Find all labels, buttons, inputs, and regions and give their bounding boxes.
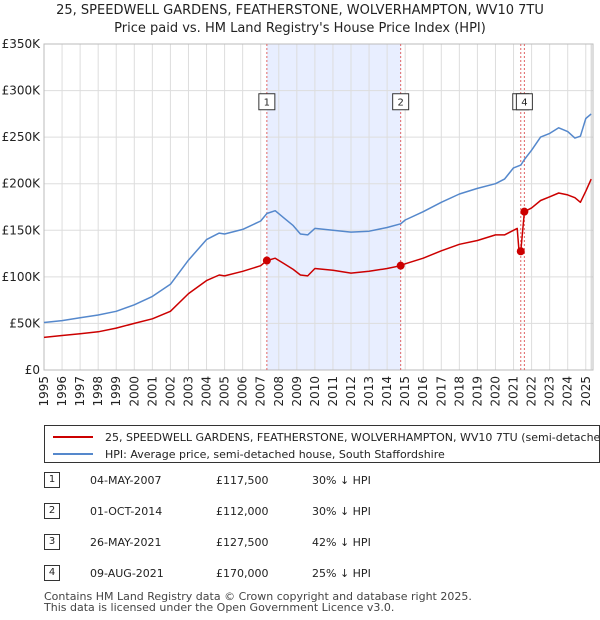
legend: 25, SPEEDWELL GARDENS, FEATHERSTONE, WOL… (44, 425, 600, 463)
legend-item-property: 25, SPEEDWELL GARDENS, FEATHERSTONE, WOL… (53, 429, 600, 445)
x-tick-label: 2024 (561, 376, 575, 407)
chart-subtitle: Price paid vs. HM Land Registry's House … (114, 21, 486, 36)
x-tick-label: 2021 (507, 376, 521, 407)
sale-label-box (515, 93, 533, 111)
x-tick-label: 2023 (543, 376, 557, 407)
x-tick-label: 2018 (452, 376, 466, 407)
sale-number-badge: 1 (44, 472, 60, 488)
x-tick-label: 2001 (145, 376, 159, 407)
sale-number-badge: 2 (44, 503, 60, 519)
x-tick-label: 2010 (308, 376, 322, 407)
shaded-period (266, 44, 401, 370)
x-tick-label: 1998 (91, 376, 105, 407)
footer-copyright: Contains HM Land Registry data © Crown c… (44, 590, 472, 603)
x-tick-label: 2002 (163, 376, 177, 407)
legend-item-hpi: HPI: Average price, semi-detached house,… (53, 446, 445, 462)
x-tick-label: 2017 (434, 376, 448, 407)
sale-row: 3 26-MAY-2021 £127,500 42% ↓ HPI (44, 534, 404, 552)
x-tick-label: 2007 (254, 376, 268, 407)
property-price-line (43, 178, 592, 339)
sale-point (262, 256, 271, 265)
legend-swatch-hpi (53, 453, 93, 455)
x-tick-label: 2020 (488, 376, 502, 407)
x-tick-label: 2008 (272, 376, 286, 407)
x-tick-label: 2011 (326, 376, 340, 407)
price-chart: £0 £50K £100K £150K £200K £250K £300K £350K 1995… (2, 37, 594, 407)
x-tick-label: 1995 (37, 376, 51, 407)
x-tick-label: 1997 (73, 376, 87, 407)
legend-swatch-property (53, 436, 93, 438)
x-tick-label: 2015 (398, 376, 412, 407)
x-tick-label: 2000 (127, 376, 141, 407)
y-tick-label: £350K (2, 37, 42, 51)
hpi-line (43, 113, 592, 324)
x-tick-label: 2025 (579, 376, 593, 407)
sale-hpi-diff: 30% ↓ HPI (312, 474, 371, 487)
x-tick-label: 1999 (109, 376, 123, 407)
plot-frame (43, 43, 594, 371)
sale-price: £117,500 (216, 474, 269, 487)
x-tick-label: 2005 (218, 376, 232, 407)
x-tick-label: 2009 (290, 376, 304, 407)
y-tick-label: £250K (2, 130, 42, 144)
x-tick-label: 2019 (470, 376, 484, 407)
y-tick-label: £50K (9, 316, 41, 330)
sale-date: 09-AUG-2021 (90, 567, 164, 580)
x-tick-label: 1996 (55, 376, 69, 407)
footer-licence: This data is licensed under the Open Gov… (44, 601, 395, 614)
y-tick-label: £0 (25, 363, 40, 377)
sale-label-box (392, 93, 410, 111)
x-tick-label: 2012 (344, 376, 358, 407)
sale-hpi-diff: 42% ↓ HPI (312, 536, 371, 549)
y-tick-label: £100K (2, 270, 42, 284)
sale-number-badge: 4 (44, 565, 60, 581)
sale-price: £112,000 (216, 505, 269, 518)
sale-number-badge: 3 (44, 534, 60, 550)
sale-label-number: 2 (397, 98, 403, 109)
sale-label-box (258, 93, 276, 111)
sale-date: 01-OCT-2014 (90, 505, 163, 518)
x-tick-label: 2004 (200, 376, 214, 407)
legend-label-hpi: HPI: Average price, semi-detached house,… (105, 447, 445, 461)
sale-point (516, 247, 525, 256)
sale-date: 26-MAY-2021 (90, 536, 162, 549)
sale-row: 4 09-AUG-2021 £170,000 25% ↓ HPI (44, 565, 404, 583)
y-tick-label: £300K (2, 84, 42, 98)
sale-date: 04-MAY-2007 (90, 474, 162, 487)
sale-point (396, 261, 405, 270)
sale-point (520, 207, 529, 216)
x-tick-label: 2003 (181, 376, 195, 407)
sale-label-number: 1 (264, 98, 270, 109)
y-tick-label: £150K (2, 223, 42, 237)
sale-hpi-diff: 25% ↓ HPI (312, 567, 371, 580)
sale-price: £170,000 (216, 567, 269, 580)
sale-label-number: 4 (521, 98, 527, 109)
x-tick-label: 2016 (416, 376, 430, 407)
x-tick-label: 2006 (236, 376, 250, 407)
sale-hpi-diff: 30% ↓ HPI (312, 505, 371, 518)
sale-price: £127,500 (216, 536, 269, 549)
sale-row: 2 01-OCT-2014 £112,000 30% ↓ HPI (44, 503, 404, 521)
x-tick-label: 2022 (525, 376, 539, 407)
legend-label-property: 25, SPEEDWELL GARDENS, FEATHERSTONE, WOL… (105, 430, 600, 444)
y-tick-label: £200K (2, 177, 42, 191)
x-tick-label: 2014 (380, 376, 394, 407)
x-tick-label: 2013 (362, 376, 376, 407)
sale-row: 1 04-MAY-2007 £117,500 30% ↓ HPI (44, 472, 404, 490)
chart-title: 25, SPEEDWELL GARDENS, FEATHERSTONE, WOL… (56, 3, 544, 18)
